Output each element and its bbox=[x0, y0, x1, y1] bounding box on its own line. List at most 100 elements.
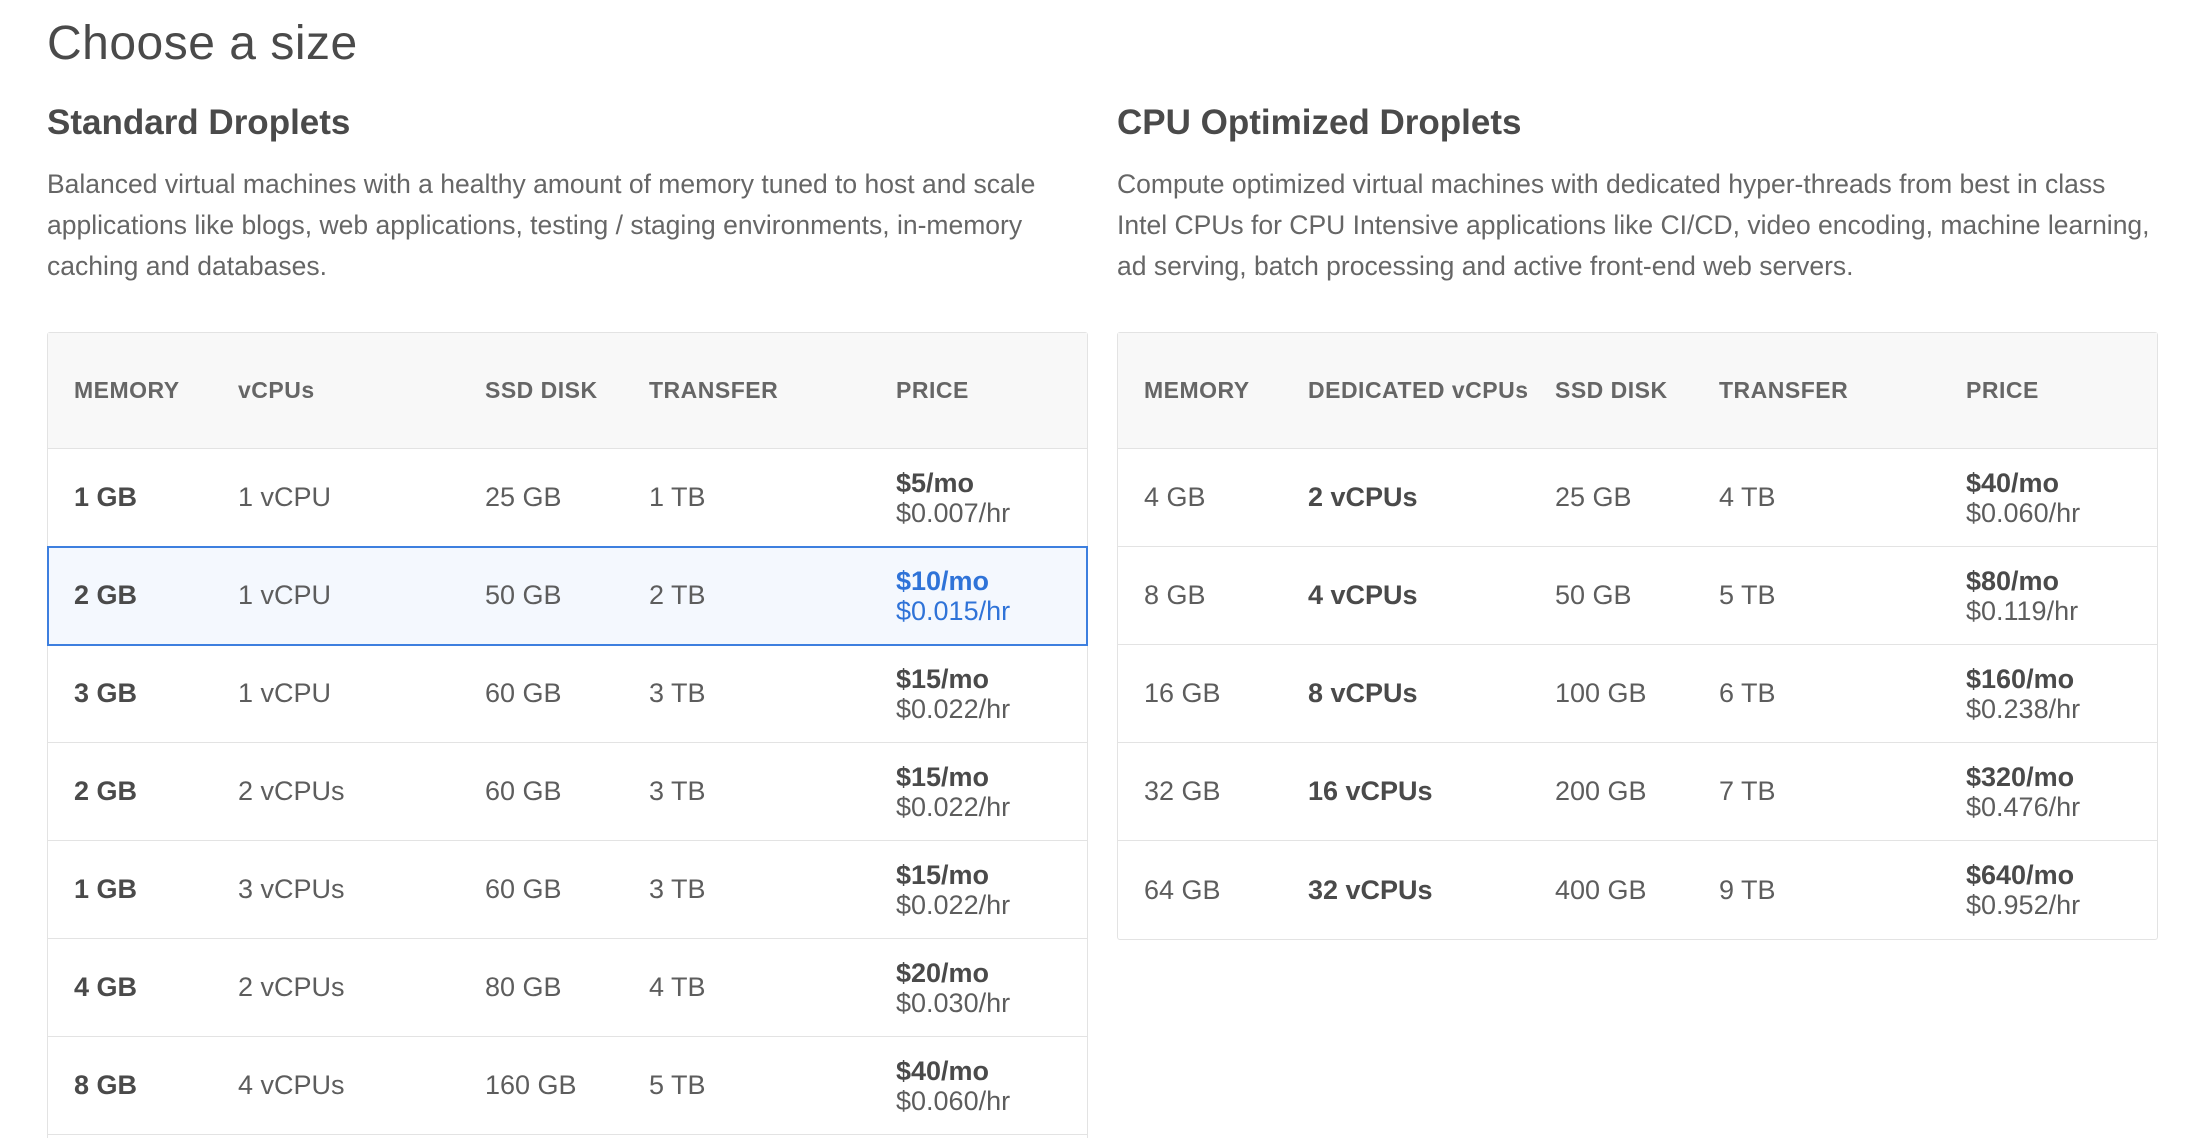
header-memory: MEMORY bbox=[74, 377, 180, 403]
transfer-cell: 7 TB bbox=[1719, 776, 1776, 806]
disk-cell: 100 GB bbox=[1555, 678, 1647, 708]
price-hourly: $0.060/hr bbox=[1966, 497, 2081, 528]
price-cell: $40/mo $0.060/hr bbox=[1966, 468, 2080, 528]
vcpus-cell: 1 vCPU bbox=[238, 580, 332, 610]
price-cell: $80/mo $0.119/hr bbox=[1966, 566, 2078, 626]
vcpus-cell: 2 vCPUs bbox=[238, 776, 345, 806]
price-hourly: $0.022/hr bbox=[896, 889, 1011, 920]
size-option-row[interactable]: 1 GB 3 vCPUs 60 GB 3 TB $15/mo $0.022/hr bbox=[48, 841, 1087, 939]
price-cell: $15/mo $0.022/hr bbox=[896, 664, 1010, 724]
vcpus-cell: 1 vCPU bbox=[238, 678, 332, 708]
price-cell: $40/mo $0.060/hr bbox=[896, 1056, 1010, 1116]
size-option-row[interactable]: 4 GB 2 vCPUs 25 GB 4 TB $40/mo $0.060/hr bbox=[1118, 449, 2157, 547]
price-monthly: $40/mo bbox=[896, 1055, 990, 1086]
memory-cell: 1 GB bbox=[74, 482, 138, 512]
price-cell: $20/mo $0.030/hr bbox=[896, 958, 1010, 1018]
price-cell: $15/mo $0.022/hr bbox=[896, 762, 1010, 822]
price-monthly: $640/mo bbox=[1966, 860, 2075, 890]
vcpus-cell: 4 vCPUs bbox=[238, 1070, 345, 1100]
size-option-row[interactable]: 4 GB 2 vCPUs 80 GB 4 TB $20/mo $0.030/hr bbox=[48, 939, 1087, 1037]
memory-cell: 1 GB bbox=[74, 874, 138, 904]
price-monthly: $15/mo bbox=[896, 663, 990, 694]
memory-cell: 2 GB bbox=[74, 776, 138, 806]
disk-cell: 60 GB bbox=[485, 874, 562, 904]
price-hourly: $0.952/hr bbox=[1966, 890, 2081, 920]
price-monthly: $320/mo bbox=[1966, 761, 2075, 792]
standard-droplets-table: MEMORY vCPUs SSD DISK TRANSFER PRICE 1 G… bbox=[47, 332, 1088, 1138]
disk-cell: 50 GB bbox=[485, 580, 562, 610]
disk-cell: 200 GB bbox=[1555, 776, 1647, 806]
price-monthly: $15/mo bbox=[896, 761, 990, 792]
vcpus-cell: 1 vCPU bbox=[238, 482, 332, 512]
price-cell: $160/mo $0.238/hr bbox=[1966, 664, 2080, 724]
size-option-row[interactable]: 3 GB 1 vCPU 60 GB 3 TB $15/mo $0.022/hr bbox=[48, 645, 1087, 743]
size-option-row[interactable]: 8 GB 4 vCPUs 160 GB 5 TB $40/mo $0.060/h… bbox=[48, 1037, 1087, 1135]
price-cell: $320/mo $0.476/hr bbox=[1966, 762, 2080, 822]
size-option-row[interactable]: 16 GB 8 vCPUs 100 GB 6 TB $160/mo $0.238… bbox=[1118, 645, 2157, 743]
vcpus-cell: 8 vCPUs bbox=[1308, 678, 1418, 708]
size-option-row-selected[interactable]: 2 GB 1 vCPU 50 GB 2 TB $10/mo $0.015/hr bbox=[47, 546, 1088, 646]
size-option-row[interactable]: 8 GB 4 vCPUs 50 GB 5 TB $80/mo $0.119/hr bbox=[1118, 547, 2157, 645]
cpu-optimized-droplets-section: CPU Optimized Droplets Compute optimized… bbox=[1117, 100, 2160, 940]
vcpus-cell: 3 vCPUs bbox=[238, 874, 345, 904]
transfer-cell: 3 TB bbox=[649, 776, 706, 806]
transfer-cell: 3 TB bbox=[649, 874, 706, 904]
memory-cell: 4 GB bbox=[1144, 482, 1206, 512]
table-header: MEMORY DEDICATED vCPUs SSD DISK TRANSFER… bbox=[1118, 333, 2157, 449]
vcpus-cell: 2 vCPUs bbox=[238, 972, 345, 1002]
price-hourly: $0.022/hr bbox=[896, 693, 1011, 724]
memory-cell: 2 GB bbox=[74, 580, 138, 610]
transfer-cell: 3 TB bbox=[649, 678, 706, 708]
memory-cell: 8 GB bbox=[74, 1070, 138, 1100]
transfer-cell: 5 TB bbox=[649, 1070, 706, 1100]
header-memory: MEMORY bbox=[1144, 377, 1250, 403]
cpu-optimized-droplets-description: Compute optimized virtual machines with … bbox=[1117, 169, 2150, 281]
memory-cell: 8 GB bbox=[1144, 580, 1206, 610]
transfer-cell: 6 TB bbox=[1719, 678, 1776, 708]
table-header: MEMORY vCPUs SSD DISK TRANSFER PRICE bbox=[48, 333, 1087, 449]
page-title: Choose a size bbox=[47, 17, 358, 70]
price-hourly: $0.476/hr bbox=[1966, 791, 2081, 822]
price-cell: $5/mo $0.007/hr bbox=[896, 468, 1010, 528]
transfer-cell: 5 TB bbox=[1719, 580, 1776, 610]
standard-droplets-title: Standard Droplets bbox=[47, 103, 351, 142]
size-option-row[interactable]: 1 GB 1 vCPU 25 GB 1 TB $5/mo $0.007/hr bbox=[48, 449, 1087, 547]
header-transfer: TRANSFER bbox=[1719, 377, 1849, 403]
standard-droplets-description: Balanced virtual machines with a healthy… bbox=[47, 169, 1036, 281]
memory-cell: 3 GB bbox=[74, 678, 138, 708]
header-ssd-disk: SSD DISK bbox=[485, 377, 598, 403]
price-hourly: $0.060/hr bbox=[896, 1085, 1011, 1116]
header-transfer: TRANSFER bbox=[649, 377, 779, 403]
header-price: PRICE bbox=[896, 377, 969, 403]
header-ssd-disk: SSD DISK bbox=[1555, 377, 1668, 403]
transfer-cell: 4 TB bbox=[649, 972, 706, 1002]
vcpus-cell: 4 vCPUs bbox=[1308, 580, 1418, 610]
price-cell: $640/mo $0.952/hr bbox=[1966, 860, 2080, 920]
memory-cell: 32 GB bbox=[1144, 776, 1221, 806]
disk-cell: 60 GB bbox=[485, 678, 562, 708]
header-vcpus: vCPUs bbox=[238, 377, 315, 403]
transfer-cell: 2 TB bbox=[649, 580, 706, 610]
price-monthly: $40/mo bbox=[1966, 467, 2060, 498]
price-monthly: $80/mo bbox=[1966, 565, 2060, 596]
transfer-cell: 1 TB bbox=[649, 482, 706, 512]
cpu-optimized-droplets-title: CPU Optimized Droplets bbox=[1117, 103, 1522, 142]
price-hourly: $0.022/hr bbox=[896, 791, 1011, 822]
disk-cell: 60 GB bbox=[485, 776, 562, 806]
memory-cell: 4 GB bbox=[74, 972, 138, 1002]
size-option-row[interactable]: 64 GB 32 vCPUs 400 GB 9 TB $640/mo $0.95… bbox=[1118, 841, 2157, 939]
disk-cell: 400 GB bbox=[1555, 874, 1647, 905]
size-option-row[interactable]: 32 GB 16 vCPUs 200 GB 7 TB $320/mo $0.47… bbox=[1118, 743, 2157, 841]
disk-cell: 25 GB bbox=[485, 482, 562, 512]
price-hourly: $0.238/hr bbox=[1966, 693, 2081, 724]
price-hourly: $0.007/hr bbox=[896, 497, 1011, 528]
disk-cell: 80 GB bbox=[485, 972, 562, 1002]
vcpus-cell: 2 vCPUs bbox=[1308, 482, 1418, 512]
vcpus-cell: 16 vCPUs bbox=[1308, 776, 1433, 806]
transfer-cell: 9 TB bbox=[1719, 874, 1776, 905]
price-hourly: $0.015/hr bbox=[896, 595, 1011, 626]
price-hourly: $0.119/hr bbox=[1966, 595, 2079, 626]
vcpus-cell: 32 vCPUs bbox=[1308, 874, 1433, 905]
price-hourly: $0.030/hr bbox=[896, 987, 1011, 1018]
size-option-row[interactable]: 2 GB 2 vCPUs 60 GB 3 TB $15/mo $0.022/hr bbox=[48, 743, 1087, 841]
